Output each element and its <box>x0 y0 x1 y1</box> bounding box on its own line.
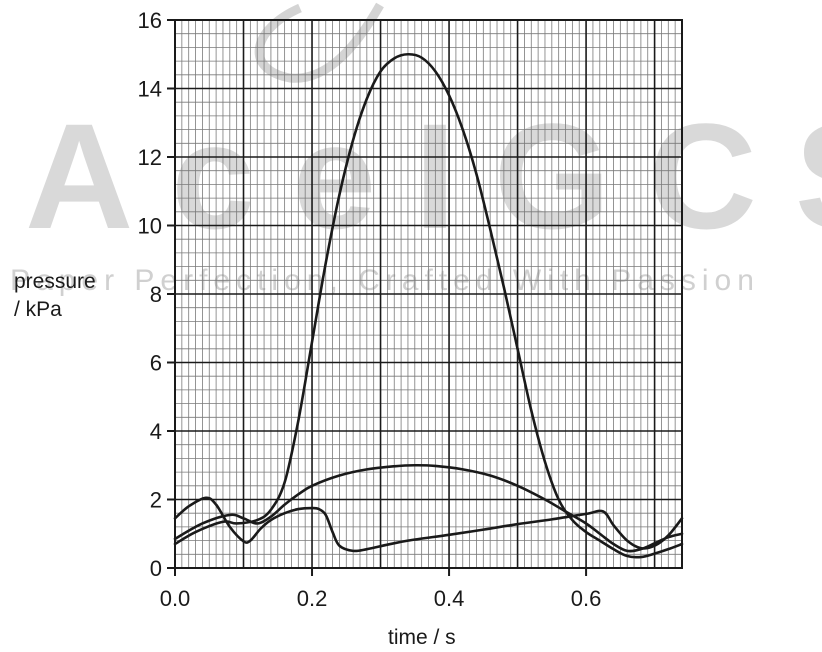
watermark-logo <box>259 5 380 78</box>
x-tick-label: 0.6 <box>571 586 602 611</box>
y-axis-label: pressure / kPa <box>14 268 96 324</box>
y-tick-label: 14 <box>138 77 162 102</box>
y-tick-label: 8 <box>150 282 162 307</box>
x-tick-label: 0.0 <box>160 586 191 611</box>
x-tick-label: 0.2 <box>297 586 328 611</box>
y-tick-label: 10 <box>138 214 162 239</box>
x-axis-label: time / s <box>388 626 456 650</box>
y-tick-label: 4 <box>150 419 162 444</box>
y-tick-label: 6 <box>150 351 162 376</box>
x-tick-label: 0.4 <box>434 586 465 611</box>
y-tick-label: 0 <box>150 556 162 581</box>
y-axis-label-unit: / kPa <box>14 296 96 324</box>
y-tick-label: 16 <box>138 8 162 33</box>
y-axis-label-quantity: pressure <box>14 268 96 296</box>
y-tick-label: 12 <box>138 145 162 170</box>
y-tick-label: 2 <box>150 488 162 513</box>
x-axis-tick-labels: 0.0 0.2 0.4 0.6 <box>160 568 602 611</box>
